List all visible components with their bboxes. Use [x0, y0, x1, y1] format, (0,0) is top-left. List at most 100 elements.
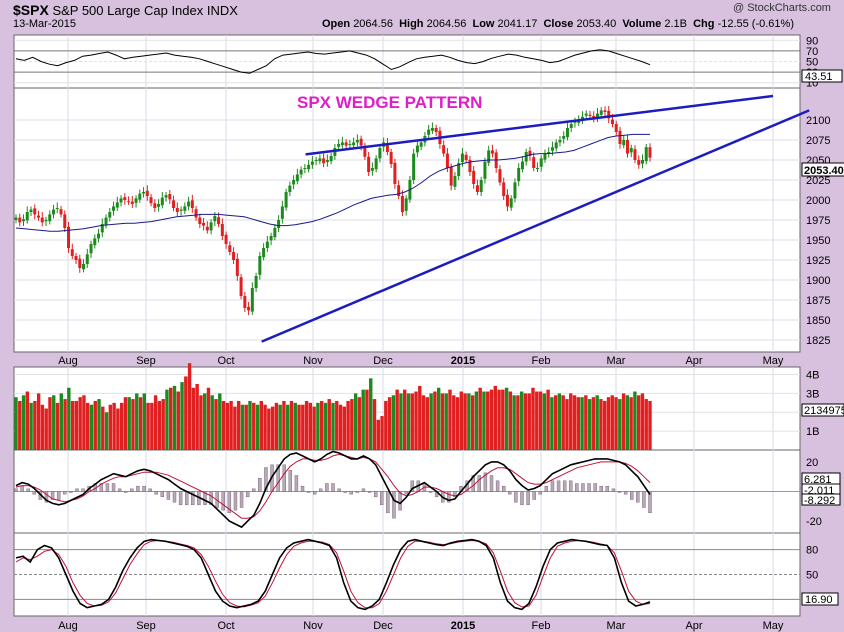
macd-histogram-bar [392, 491, 396, 519]
macd-histogram-bar [562, 480, 567, 492]
candle-body [307, 164, 311, 170]
macd-histogram-bar [581, 483, 585, 492]
volume-bar [263, 404, 267, 450]
volume-bar [406, 393, 411, 450]
volume-bar [353, 393, 358, 450]
candle-body [453, 176, 457, 187]
candle-body [644, 147, 648, 162]
volume-bar [248, 400, 252, 450]
volume-bar [112, 402, 116, 450]
candle-body [138, 193, 142, 200]
macd-histogram-bar [611, 488, 616, 492]
candle-body [202, 222, 206, 226]
candle-body [363, 146, 367, 157]
candle-body [509, 198, 513, 208]
candle-body [374, 158, 378, 170]
macd-histogram-bar [209, 491, 213, 506]
macd-histogram-bar [233, 491, 238, 511]
candle-body [18, 217, 22, 223]
volume-bar [236, 400, 241, 450]
macd-histogram-bar [623, 491, 628, 495]
volume-tick-label: 3B [806, 388, 819, 400]
candle-body [93, 238, 97, 246]
volume-bar [316, 402, 320, 450]
volume-bar [74, 400, 79, 450]
volume-bar [82, 395, 86, 450]
candle-body [543, 153, 547, 160]
volume-bar [542, 393, 547, 450]
volume-bar [372, 399, 377, 450]
macd-histogram-bar [75, 488, 79, 492]
macd-histogram-bar [142, 485, 146, 492]
price-tick-label: 2025 [806, 175, 830, 187]
volume-bar [116, 408, 120, 450]
close-label: Close [543, 18, 574, 30]
candle-body [97, 233, 101, 239]
candle-body [235, 258, 239, 276]
candle-body [348, 144, 352, 145]
x-tick-label: 2015 [451, 620, 475, 632]
macd-histogram-bar [398, 491, 402, 511]
price-tick-label: 1900 [806, 275, 830, 287]
macd-histogram-bar [617, 491, 622, 493]
candle-body [89, 244, 93, 254]
macd-histogram-bar [569, 480, 573, 492]
price-tick-label: 1875 [806, 295, 830, 307]
candle-body [40, 217, 44, 223]
volume-bar [346, 400, 350, 450]
price-tick-label: 1975 [806, 215, 830, 227]
candle-body [292, 180, 296, 185]
macd-histogram-bar [178, 491, 183, 506]
x-tick-label: Oct [217, 620, 234, 632]
volume-bar [361, 389, 365, 450]
candle-body [59, 209, 63, 215]
candle-body [558, 140, 562, 143]
close-value: 2053.40 [576, 18, 617, 30]
volume-bar [644, 399, 648, 450]
volume-bar [293, 402, 297, 450]
macd-histogram-bar [99, 483, 104, 492]
volume-bar [433, 391, 437, 450]
volume-bar [21, 395, 26, 450]
volume-bar [603, 400, 607, 450]
macd-histogram-bar [642, 491, 646, 508]
candle-body [442, 145, 446, 154]
candle-body [322, 158, 326, 164]
candle-body [224, 234, 228, 244]
volume-bar [52, 395, 56, 450]
price-value-box [801, 162, 844, 177]
x-tick-label: Mar [607, 620, 626, 632]
macd-histogram-bar [130, 488, 134, 492]
x-tick-label: Sep [136, 355, 156, 367]
candle-body [127, 201, 131, 203]
macd-tick-label: 20 [806, 457, 818, 469]
candle-body [14, 217, 18, 220]
x-tick-label: 2015 [451, 355, 475, 367]
price-tick-label: 2000 [806, 195, 830, 207]
volume-bar [63, 399, 67, 450]
macd-histogram-bar [343, 491, 347, 493]
volume-bar [610, 395, 614, 450]
macd-histogram-bar [294, 475, 299, 492]
candle-body [183, 206, 187, 211]
volume-bar [576, 397, 580, 450]
candle-body [209, 222, 213, 231]
volume-bar [561, 395, 565, 450]
macd-histogram-bar [26, 488, 30, 492]
macd-histogram-bar [105, 483, 110, 492]
macd-histogram-bar [428, 491, 433, 493]
candle-body [513, 182, 517, 199]
chart-date: 13-Mar-2015 [13, 18, 76, 30]
volume-bar [519, 391, 524, 450]
candle-body [194, 209, 198, 218]
volume-bar [501, 389, 505, 450]
volume-bar [395, 389, 399, 450]
price-tick-label: 2100 [806, 115, 830, 127]
x-tick-label: Apr [685, 620, 702, 632]
volume-bar [384, 400, 388, 450]
macd-histogram-bar [50, 491, 55, 500]
candle-body [400, 196, 404, 212]
volume-bar [523, 393, 528, 450]
macd-histogram-bar [172, 491, 177, 503]
candle-body [172, 200, 176, 208]
